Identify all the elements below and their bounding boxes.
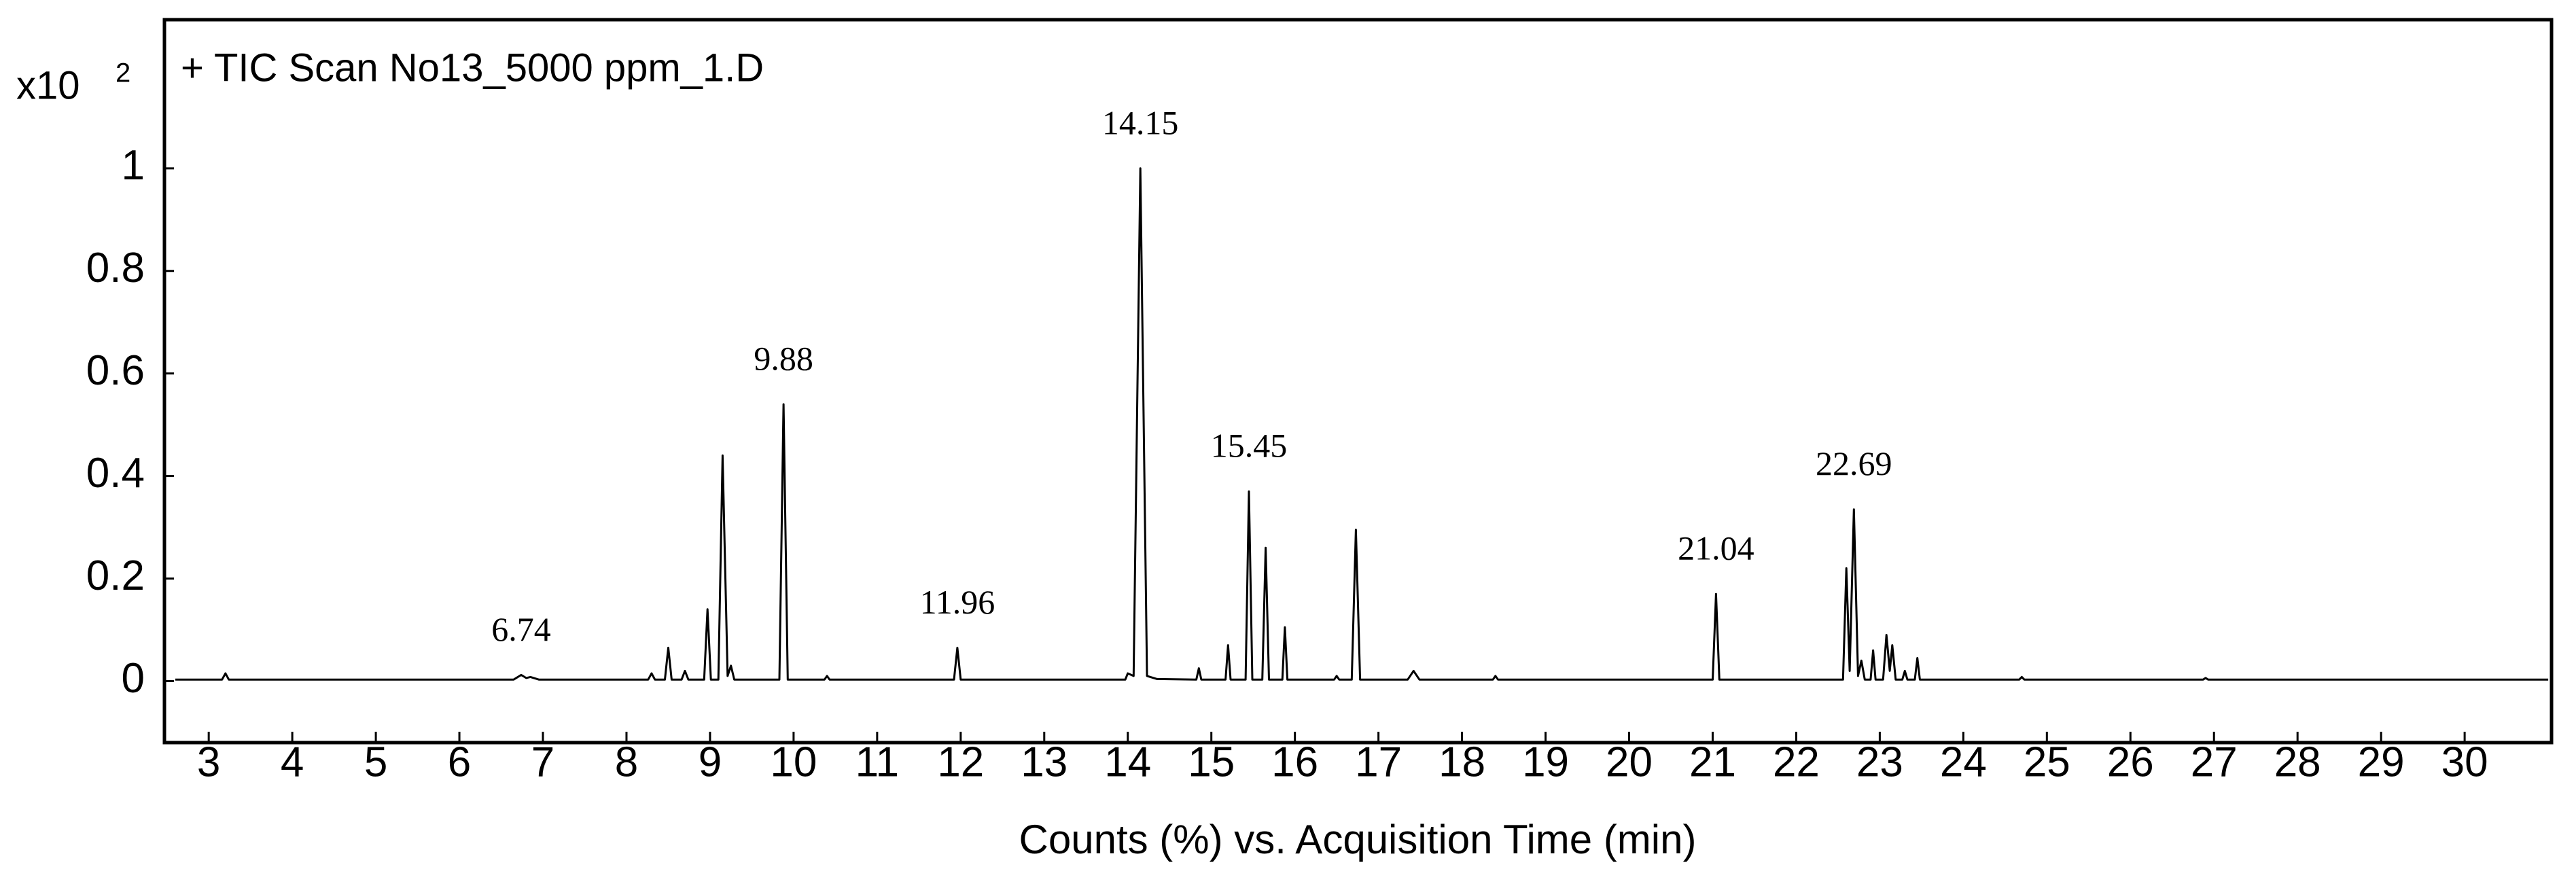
- peak-label: 14.15: [1102, 103, 1179, 141]
- peak-label: 6.74: [491, 610, 551, 648]
- peak-label: 11.96: [920, 583, 995, 621]
- x-tick-label: 14: [1104, 739, 1151, 785]
- peak-label: 22.69: [1816, 444, 1892, 482]
- y-tick-label: 1: [122, 142, 145, 189]
- peak-label: 9.88: [754, 339, 813, 377]
- y-tick-label: 0.2: [86, 552, 145, 599]
- x-tick-label: 25: [2024, 739, 2070, 785]
- peak-label: 21.04: [1678, 529, 1754, 567]
- chart-title: + TIC Scan No13_5000 ppm_1.D: [181, 46, 764, 90]
- y-tick-label: 0: [122, 655, 145, 702]
- plot-frame: [162, 18, 2554, 745]
- trace: [175, 167, 2549, 681]
- x-tick-label: 4: [281, 739, 304, 785]
- x-tick-label: 24: [1940, 739, 1987, 785]
- x-tick-label: 3: [197, 739, 220, 785]
- x-tick-label: 5: [364, 739, 387, 785]
- x-tick-label: 30: [2441, 739, 2488, 785]
- x-tick-label: 28: [2274, 739, 2321, 785]
- y-tick-label: 0.4: [86, 450, 145, 497]
- x-tick-label: 8: [615, 739, 638, 785]
- x-tick-label: 22: [1773, 739, 1820, 785]
- x-tick-label: 17: [1355, 739, 1402, 785]
- x-tick-label: 11: [855, 739, 899, 785]
- x-tick-label: 19: [1522, 739, 1569, 785]
- x-tick-label: 12: [937, 739, 984, 785]
- x-tick-label: 21: [1689, 739, 1736, 785]
- y-tick-label: 0.8: [86, 245, 145, 291]
- x-tick-label: 13: [1021, 739, 1068, 785]
- x-tick-label: 18: [1439, 739, 1485, 785]
- y-multiplier: x10: [16, 63, 80, 107]
- x-axis-label: Counts (%) vs. Acquisition Time (min): [1019, 817, 1697, 862]
- x-tick-label: 7: [531, 739, 554, 785]
- x-tick-label: 9: [699, 739, 722, 785]
- x-tick-label: 29: [2358, 739, 2405, 785]
- x-tick-label: 16: [1271, 739, 1318, 785]
- peak-label: 15.45: [1211, 427, 1288, 465]
- x-tick-label: 15: [1188, 739, 1235, 785]
- x-tick-label: 23: [1856, 739, 1903, 785]
- x-tick-label: 10: [770, 739, 817, 785]
- x-tick-label: 27: [2191, 739, 2238, 785]
- x-tick-label: 26: [2107, 739, 2154, 785]
- y-multiplier-exponent: 2: [116, 58, 130, 88]
- x-tick-label: 6: [448, 739, 471, 785]
- y-tick-label: 0.6: [86, 347, 145, 394]
- x-tick-label: 20: [1606, 739, 1653, 785]
